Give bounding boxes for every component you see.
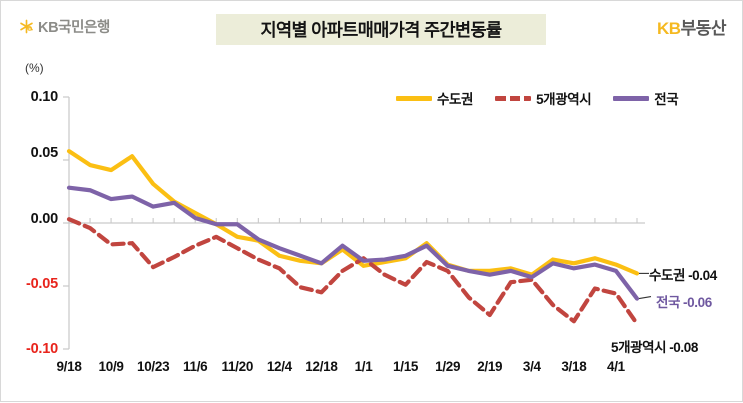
x-tick-label-2: 10/23: [136, 359, 170, 374]
end-label-jeonguk: 전국 -0.06: [656, 291, 712, 311]
kb-realestate-logo-kb: KB: [657, 19, 681, 38]
x-tick-label-3: 11/6: [183, 359, 208, 374]
kb-realestate-logo-suffix: 부동산: [680, 19, 727, 38]
y-tick-label-1: 0.05: [30, 145, 59, 161]
legend-item-0[interactable]: 수도권: [396, 88, 473, 108]
end-label-jeonguk-name: 전국: [656, 294, 681, 310]
end-label-gwangyeoksi-value: -0.08: [669, 339, 698, 355]
end-label-gwangyeoksi: 5개광역시 -0.08: [611, 336, 698, 356]
end-label-jeonguk-value: -0.06: [683, 294, 712, 310]
legend-label-1: 5개광역시: [536, 92, 592, 107]
x-tick-label-8: 1/15: [393, 359, 419, 374]
y-tick-label-4: -0.10: [25, 341, 58, 357]
line-swatch-solid-icon-0: [396, 95, 432, 101]
x-tick-label-5: 12/4: [266, 359, 292, 374]
legend-label-0: 수도권: [437, 92, 474, 107]
svg-text:b: b: [29, 26, 31, 30]
x-tick-label-13: 4/1: [607, 359, 625, 374]
y-tick-label-0: 0.10: [30, 89, 59, 105]
x-tick-label-6: 12/18: [305, 359, 338, 374]
y-tick-label-3: -0.05: [25, 276, 58, 292]
kb-realestate-logo: KB부동산: [657, 14, 726, 39]
legend-item-1[interactable]: 5개광역시: [495, 88, 592, 108]
end-label-sudogwon-name: 수도권: [649, 268, 686, 284]
x-tick-label-7: 1/1: [354, 359, 373, 374]
legend-item-2[interactable]: 전국: [613, 88, 679, 108]
series-line-전국: [66, 185, 640, 301]
x-tick-label-12: 3/18: [561, 359, 587, 374]
line-swatch-solid-icon-2: [613, 95, 650, 101]
chart-legend: 수도권 5개광역시 전국: [396, 88, 679, 108]
end-label-sudogwon: 수도권 -0.04: [649, 264, 717, 284]
x-tick-label-1: 10/9: [98, 359, 124, 374]
line-swatch-dashed-icon-1: [495, 95, 532, 101]
kb-bank-logo-text: KB국민은행: [38, 19, 110, 36]
x-tick-label-4: 11/20: [221, 359, 254, 374]
x-tick-label-0: 9/18: [56, 359, 82, 374]
kb-bank-logo: b KB국민은행: [19, 15, 110, 37]
series-line-5개광역시: [66, 217, 640, 326]
x-tick-label-10: 2/19: [477, 359, 503, 374]
y-tick-label-2: 0.00: [30, 211, 59, 227]
x-tick-label-9: 1/29: [435, 359, 461, 374]
page-title: 지역별 아파트매매가격 주간변동률: [260, 20, 502, 40]
title-band: [216, 14, 546, 45]
end-label-gwangyeoksi-name: 5개광역시: [611, 339, 667, 355]
kb-star-icon: b: [19, 19, 34, 34]
y-axis-unit-label: (%): [25, 61, 44, 75]
end-label-sudogwon-value: -0.04: [688, 268, 717, 284]
x-tick-label-11: 3/4: [522, 359, 541, 374]
series-line-수도권: [66, 149, 640, 277]
legend-label-2: 전국: [654, 92, 679, 107]
